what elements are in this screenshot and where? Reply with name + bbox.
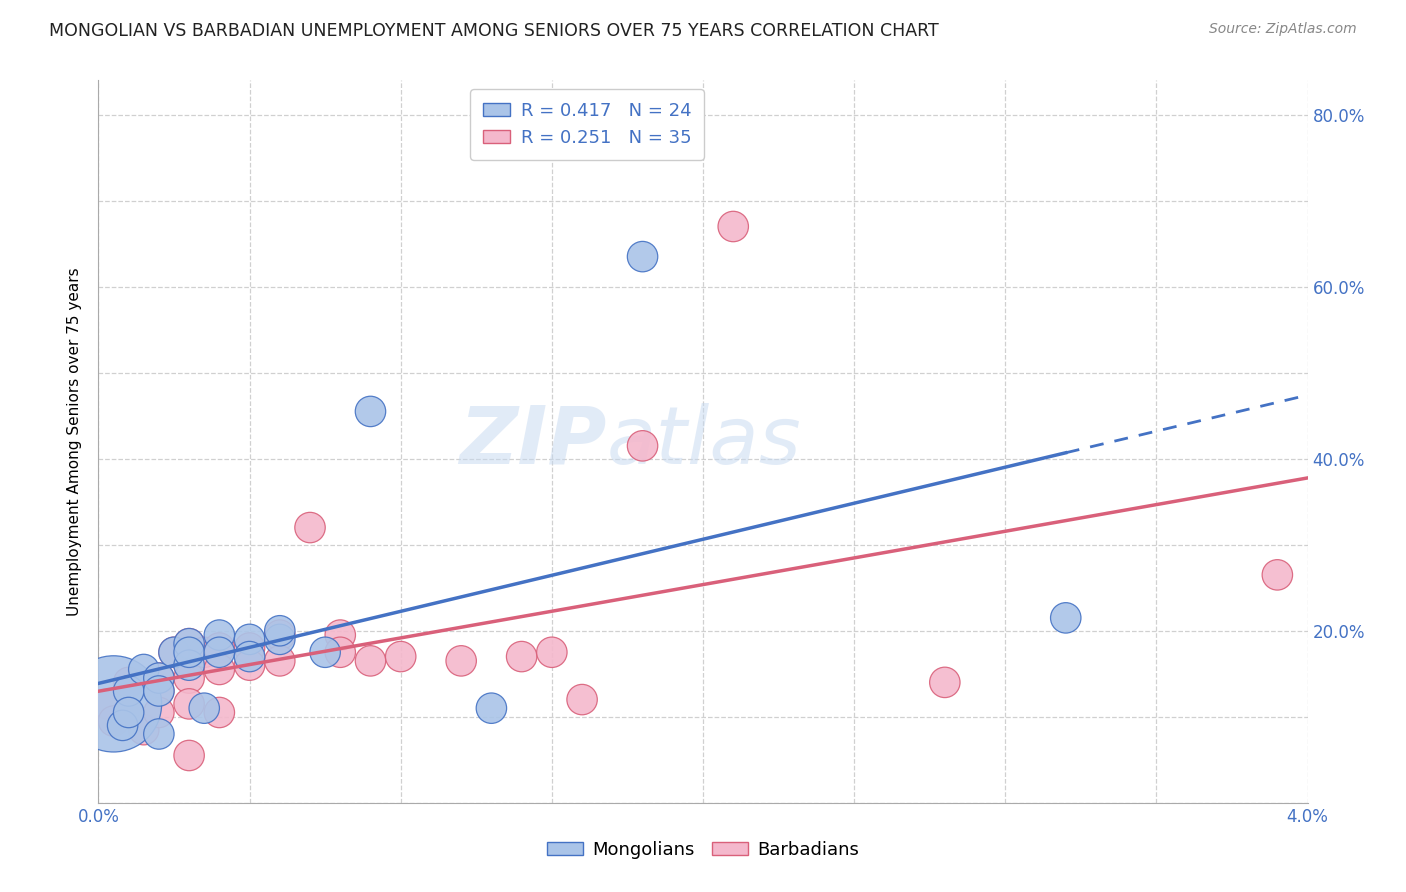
Point xyxy=(269,628,291,642)
Point xyxy=(631,439,654,453)
Point xyxy=(1054,611,1077,625)
Point xyxy=(510,649,533,664)
Point xyxy=(193,701,215,715)
Point xyxy=(1267,567,1289,582)
Point xyxy=(148,684,170,698)
Point xyxy=(329,645,352,659)
Point xyxy=(481,701,503,715)
Point xyxy=(103,714,125,728)
Text: MONGOLIAN VS BARBADIAN UNEMPLOYMENT AMONG SENIORS OVER 75 YEARS CORRELATION CHAR: MONGOLIAN VS BARBADIAN UNEMPLOYMENT AMON… xyxy=(49,22,939,40)
Y-axis label: Unemployment Among Seniors over 75 years: Unemployment Among Seniors over 75 years xyxy=(67,268,83,615)
Point xyxy=(389,649,412,664)
Point xyxy=(239,658,262,673)
Point xyxy=(269,624,291,638)
Point xyxy=(103,697,125,711)
Point xyxy=(179,658,201,673)
Point xyxy=(571,692,593,706)
Point xyxy=(179,658,201,673)
Point xyxy=(118,706,141,720)
Point xyxy=(239,649,262,664)
Point xyxy=(118,706,141,720)
Point xyxy=(208,706,231,720)
Point xyxy=(631,250,654,264)
Legend: Mongolians, Barbadians: Mongolians, Barbadians xyxy=(540,834,866,866)
Point xyxy=(208,645,231,659)
Point xyxy=(450,654,472,668)
Point xyxy=(360,404,382,418)
Point xyxy=(163,645,186,659)
Point xyxy=(179,637,201,651)
Point xyxy=(179,671,201,685)
Point xyxy=(934,675,956,690)
Point xyxy=(148,706,170,720)
Text: Source: ZipAtlas.com: Source: ZipAtlas.com xyxy=(1209,22,1357,37)
Text: ZIP: ZIP xyxy=(458,402,606,481)
Point xyxy=(179,697,201,711)
Point xyxy=(239,640,262,655)
Point xyxy=(148,671,170,685)
Point xyxy=(329,628,352,642)
Point xyxy=(148,727,170,741)
Point xyxy=(269,654,291,668)
Point xyxy=(118,684,141,698)
Point xyxy=(269,632,291,647)
Point xyxy=(314,645,336,659)
Point xyxy=(299,520,322,534)
Point xyxy=(163,645,186,659)
Point xyxy=(723,219,745,234)
Point xyxy=(208,628,231,642)
Point xyxy=(148,671,170,685)
Point xyxy=(179,748,201,763)
Point xyxy=(540,645,562,659)
Point xyxy=(132,663,155,677)
Point xyxy=(132,723,155,737)
Point xyxy=(239,632,262,647)
Point xyxy=(179,645,201,659)
Point xyxy=(148,684,170,698)
Point xyxy=(208,663,231,677)
Point xyxy=(96,697,118,711)
Point xyxy=(118,675,141,690)
Point xyxy=(208,640,231,655)
Point xyxy=(360,654,382,668)
Point xyxy=(193,645,215,659)
Point xyxy=(111,718,134,732)
Point xyxy=(179,637,201,651)
Text: atlas: atlas xyxy=(606,402,801,481)
